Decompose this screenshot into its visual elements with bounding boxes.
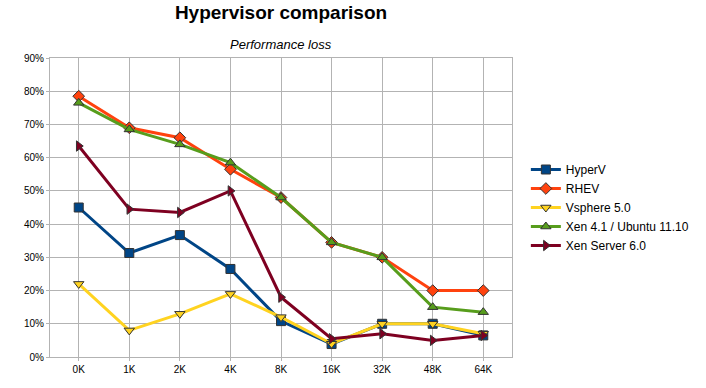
svg-text:10%: 10% [24, 318, 44, 329]
svg-text:64K: 64K [474, 364, 492, 375]
svg-text:60%: 60% [24, 152, 44, 163]
svg-text:20%: 20% [24, 285, 44, 296]
svg-text:40%: 40% [24, 219, 44, 230]
svg-text:0K: 0K [73, 364, 86, 375]
svg-text:Xen 4.1 / Ubuntu 11.10: Xen 4.1 / Ubuntu 11.10 [566, 220, 689, 234]
svg-text:4K: 4K [224, 364, 237, 375]
svg-text:HyperV: HyperV [566, 163, 606, 177]
svg-text:2K: 2K [174, 364, 187, 375]
svg-text:RHEV: RHEV [566, 182, 599, 196]
svg-text:Hypervisor comparison: Hypervisor comparison [175, 2, 387, 23]
svg-text:80%: 80% [24, 86, 44, 97]
svg-text:1K: 1K [123, 364, 136, 375]
svg-text:Xen Server 6.0: Xen Server 6.0 [566, 239, 646, 253]
svg-text:90%: 90% [24, 53, 44, 64]
svg-text:30%: 30% [24, 252, 44, 263]
svg-text:0%: 0% [30, 352, 45, 363]
svg-text:Performance loss: Performance loss [230, 37, 332, 52]
svg-text:48K: 48K [424, 364, 442, 375]
svg-text:8K: 8K [275, 364, 288, 375]
svg-text:Vsphere 5.0: Vsphere 5.0 [566, 201, 631, 215]
svg-text:32K: 32K [373, 364, 391, 375]
svg-text:70%: 70% [24, 119, 44, 130]
svg-text:50%: 50% [24, 185, 44, 196]
svg-text:16K: 16K [323, 364, 341, 375]
